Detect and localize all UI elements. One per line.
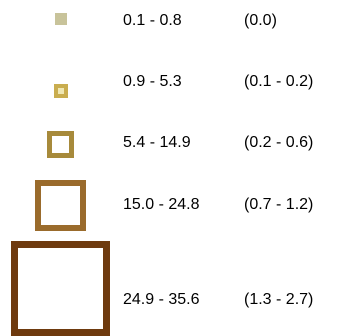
legend-swatch-square xyxy=(11,241,110,336)
legend-swatch-square xyxy=(35,180,86,231)
legend-range-label: 5.4 - 14.9 xyxy=(123,134,191,151)
legend-swatch-square xyxy=(55,13,67,25)
legend-swatch-square xyxy=(54,84,68,98)
legend-range-label: 0.9 - 5.3 xyxy=(123,73,182,90)
legend-range-label: 15.0 - 24.8 xyxy=(123,196,200,213)
legend-percent-label: (0.2 - 0.6) xyxy=(244,134,314,151)
legend-range-label: 24.9 - 35.6 xyxy=(123,291,200,308)
legend-percent-label: (0.1 - 0.2) xyxy=(244,73,314,90)
legend-percent-label: (0.0) xyxy=(244,12,277,29)
legend-percent-label: (1.3 - 2.7) xyxy=(244,291,314,308)
legend-range-label: 0.1 - 0.8 xyxy=(123,12,182,29)
legend-percent-label: (0.7 - 1.2) xyxy=(244,196,314,213)
legend-swatch-square xyxy=(47,131,74,158)
